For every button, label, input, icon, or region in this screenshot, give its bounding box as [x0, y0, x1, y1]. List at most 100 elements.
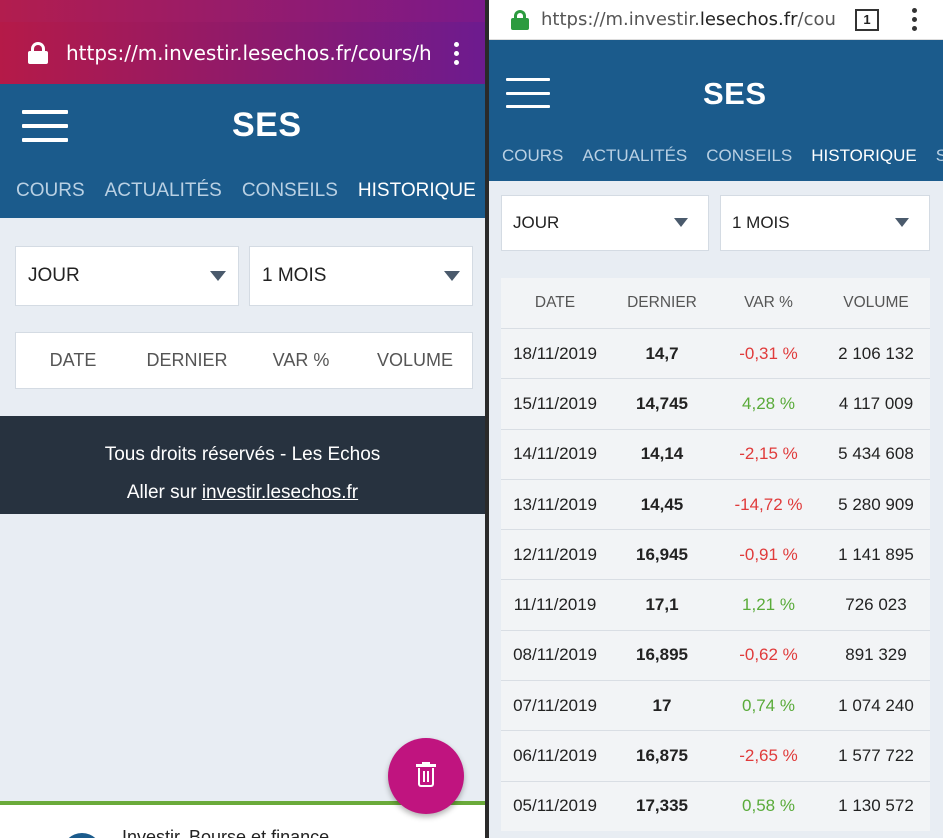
- row-volume: 1 141 895: [838, 544, 914, 564]
- row-date: 18/11/2019: [513, 343, 597, 363]
- tab-conseils[interactable]: CONSEILS: [241, 180, 338, 201]
- bottom-banner[interactable]: Investir, Bourse et finance: [0, 805, 485, 838]
- row-dernier: 17,1: [645, 595, 679, 615]
- row-var: 1,21 %: [742, 595, 795, 615]
- row-volume: 2 106 132: [838, 343, 914, 363]
- nav-tabs: COURS ACTUALITÉS CONSEILS HISTORIQUE SO: [16, 180, 485, 202]
- table-row: 12/11/2019 16,945 -0,91 % 1 141 895: [501, 529, 930, 579]
- row-dernier: 14,745: [636, 393, 688, 413]
- row-volume: 5 434 608: [838, 444, 914, 464]
- table-header: DATE DERNIER VAR % VOLUME: [15, 332, 473, 389]
- lock-icon: [511, 9, 529, 30]
- site-logo[interactable]: SES: [232, 106, 302, 144]
- header-volume: VOLUME: [843, 294, 909, 311]
- row-volume: 4 117 009: [838, 393, 914, 413]
- row-var: -14,72 %: [734, 494, 803, 514]
- header-dernier: DERNIER: [627, 294, 697, 311]
- table-row: 07/11/2019 17 0,74 % 1 074 240: [501, 680, 930, 730]
- chevron-down-icon: [210, 271, 226, 281]
- address-bar[interactable]: https://m.investir.lesechos.fr/cours/h: [0, 22, 485, 84]
- tab-cours[interactable]: COURS: [502, 146, 564, 165]
- row-var: -2,15 %: [739, 444, 798, 464]
- row-volume: 1 130 572: [838, 796, 914, 816]
- trash-icon: [416, 762, 436, 788]
- hamburger-menu-icon[interactable]: [22, 110, 68, 142]
- table-row: 18/11/2019 14,7 -0,31 % 2 106 132: [501, 328, 930, 378]
- row-var: -2,65 %: [739, 746, 798, 766]
- row-volume: 891 329: [845, 645, 907, 665]
- range-select-value: 1 MOIS: [262, 265, 327, 286]
- green-divider: [0, 801, 485, 805]
- site-footer: Tous droits réservés - Les Echos Aller s…: [0, 416, 485, 514]
- url-suffix: /cou: [797, 9, 836, 30]
- row-dernier: 14,45: [640, 494, 684, 514]
- delete-fab-button[interactable]: [388, 738, 464, 814]
- header-dernier: DERNIER: [146, 350, 228, 370]
- url-text[interactable]: https://m.investir.lesechos.fr/cou: [541, 9, 837, 30]
- row-date: 15/11/2019: [513, 393, 597, 413]
- period-select-value: JOUR: [513, 213, 560, 232]
- row-date: 07/11/2019: [513, 695, 597, 715]
- tab-cours[interactable]: COURS: [16, 180, 85, 201]
- row-date: 08/11/2019: [513, 645, 597, 665]
- site-header: SES COURS ACTUALITÉS CONSEILS HISTORIQUE…: [0, 84, 485, 218]
- chevron-down-icon: [895, 218, 909, 227]
- chevron-down-icon: [444, 271, 460, 281]
- status-bar: [0, 0, 485, 22]
- row-dernier: 16,945: [636, 544, 688, 564]
- row-var: -0,62 %: [739, 645, 798, 665]
- range-select-value: 1 MOIS: [732, 213, 790, 232]
- browser-menu-icon[interactable]: [447, 41, 465, 65]
- chevron-down-icon: [674, 218, 688, 227]
- screen-divider: [485, 0, 489, 838]
- table-row: 08/11/2019 16,895 -0,62 % 891 329: [501, 629, 930, 680]
- tab-historique[interactable]: HISTORIQUE: [811, 146, 917, 165]
- address-bar[interactable]: https://m.investir.lesechos.fr/cou 1: [489, 0, 943, 40]
- tab-historique[interactable]: HISTORIQUE: [357, 180, 476, 201]
- period-select-value: JOUR: [28, 265, 80, 286]
- history-table: DATE DERNIER VAR % VOLUME 18/11/2019 14,7…: [501, 278, 930, 831]
- tab-so[interactable]: SO: [935, 146, 943, 165]
- table-row: 13/11/2019 14,45 -14,72 % 5 280 909: [501, 478, 930, 529]
- row-date: 14/11/2019: [513, 444, 597, 464]
- footer-link-line: Aller sur investir.lesechos.fr: [0, 474, 485, 512]
- nav-tabs: COURS ACTUALITÉS CONSEILS HISTORIQUE SO: [502, 146, 943, 166]
- bottom-banner-title: Investir, Bourse et finance: [122, 827, 330, 838]
- row-var: 0,58 %: [742, 796, 795, 816]
- tab-conseils[interactable]: CONSEILS: [706, 146, 793, 165]
- row-date: 11/11/2019: [513, 595, 597, 615]
- tab-actualites[interactable]: ACTUALITÉS: [582, 146, 688, 165]
- row-dernier: 14,14: [640, 444, 684, 464]
- table-row: 14/11/2019 14,14 -2,15 % 5 434 608: [501, 428, 930, 479]
- tab-actualites[interactable]: ACTUALITÉS: [104, 180, 222, 201]
- row-var: -0,31 %: [739, 343, 798, 363]
- range-select[interactable]: 1 MOIS: [249, 246, 473, 306]
- header-var: VAR %: [272, 350, 330, 370]
- url-text[interactable]: https://m.investir.lesechos.fr/cours/h: [66, 41, 432, 65]
- table-row: 06/11/2019 16,875 -2,65 % 1 577 722: [501, 730, 930, 780]
- lock-icon: [28, 42, 48, 64]
- row-date: 13/11/2019: [513, 494, 597, 514]
- row-volume: 726 023: [845, 595, 907, 615]
- right-phone-screen: https://m.investir.lesechos.fr/cou 1 SES…: [489, 0, 943, 838]
- site-logo[interactable]: SES: [703, 76, 767, 111]
- row-dernier: 17,335: [636, 796, 688, 816]
- tab-count-button[interactable]: 1: [855, 8, 879, 31]
- hamburger-menu-icon[interactable]: [506, 78, 550, 108]
- header-date: DATE: [49, 350, 97, 370]
- row-volume: 5 280 909: [838, 494, 914, 514]
- table-row: 11/11/2019 17,1 1,21 % 726 023: [501, 579, 930, 629]
- range-select[interactable]: 1 MOIS: [720, 195, 930, 251]
- browser-menu-icon[interactable]: [905, 8, 923, 31]
- row-date: 12/11/2019: [513, 544, 597, 564]
- row-dernier: 17: [652, 695, 672, 715]
- left-phone-screen: https://m.investir.lesechos.fr/cours/h S…: [0, 0, 485, 838]
- row-date: 05/11/2019: [513, 796, 597, 816]
- footer-copyright: Tous droits réservés - Les Echos: [104, 444, 381, 465]
- period-select[interactable]: JOUR: [501, 195, 709, 251]
- row-dernier: 16,895: [636, 645, 688, 665]
- period-select[interactable]: JOUR: [15, 246, 239, 306]
- footer-link[interactable]: investir.lesechos.fr: [201, 482, 359, 503]
- table-row: 15/11/2019 14,745 4,28 % 4 117 009: [501, 378, 930, 428]
- url-domain: lesechos.fr: [699, 9, 798, 30]
